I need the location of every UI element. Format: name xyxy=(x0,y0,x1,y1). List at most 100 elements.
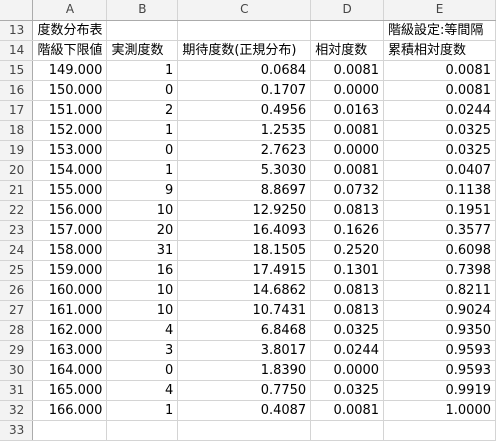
cell[interactable] xyxy=(106,420,179,441)
cell-b[interactable]: 31 xyxy=(106,240,179,261)
cell-e[interactable]: 0.6098 xyxy=(383,240,496,261)
row-header[interactable]: 17 xyxy=(0,100,34,121)
cell-b[interactable]: 1 xyxy=(106,120,179,141)
cell-header-expected[interactable]: 期待度数(正規分布) xyxy=(177,40,312,61)
row-header[interactable]: 18 xyxy=(0,120,34,141)
row-header[interactable]: 24 xyxy=(0,240,34,261)
row-header[interactable]: 33 xyxy=(0,420,34,441)
cell-b[interactable]: 1 xyxy=(106,60,179,81)
cell-b[interactable]: 3 xyxy=(106,340,179,361)
cell-e[interactable]: 0.3577 xyxy=(383,220,496,241)
cell-b[interactable]: 1 xyxy=(106,160,179,181)
cell-e[interactable]: 0.1951 xyxy=(383,200,496,221)
column-header-b[interactable]: B xyxy=(106,0,179,21)
cell-e[interactable]: 0.8211 xyxy=(383,280,496,301)
cell-d[interactable]: 0.0325 xyxy=(310,380,385,401)
cell-e[interactable]: 1.0000 xyxy=(383,400,496,421)
cell-e[interactable]: 0.0081 xyxy=(383,80,496,101)
cell[interactable] xyxy=(177,420,312,441)
cell-d[interactable]: 0.0081 xyxy=(310,60,385,81)
cell-c[interactable]: 12.9250 xyxy=(177,200,312,221)
cell-d[interactable]: 0.2520 xyxy=(310,240,385,261)
cell-c[interactable]: 1.2535 xyxy=(177,120,312,141)
cell-a[interactable]: 165.000 xyxy=(32,380,108,401)
column-header-a[interactable]: A xyxy=(32,0,108,21)
cell-header-lower-bound[interactable]: 階級下限値 xyxy=(32,40,108,61)
cell-a[interactable]: 158.000 xyxy=(32,240,108,261)
cell-c[interactable]: 1.8390 xyxy=(177,360,312,381)
cell-b[interactable]: 4 xyxy=(106,380,179,401)
row-header[interactable]: 19 xyxy=(0,140,34,161)
cell-a[interactable]: 151.000 xyxy=(32,100,108,121)
cell-b[interactable]: 10 xyxy=(106,280,179,301)
cell-d[interactable]: 0.0244 xyxy=(310,340,385,361)
cell-c[interactable]: 17.4915 xyxy=(177,260,312,281)
cell-c[interactable]: 16.4093 xyxy=(177,220,312,241)
select-all-corner[interactable] xyxy=(0,0,34,21)
cell-d[interactable]: 0.1301 xyxy=(310,260,385,281)
row-header[interactable]: 23 xyxy=(0,220,34,241)
cell-a[interactable]: 154.000 xyxy=(32,160,108,181)
cell[interactable] xyxy=(32,420,108,441)
cell-d[interactable]: 0.0813 xyxy=(310,200,385,221)
cell-a[interactable]: 159.000 xyxy=(32,260,108,281)
cell-e[interactable]: 0.0325 xyxy=(383,120,496,141)
cell-b[interactable]: 20 xyxy=(106,220,179,241)
cell-c[interactable]: 0.4087 xyxy=(177,400,312,421)
cell-a[interactable]: 150.000 xyxy=(32,80,108,101)
cell-c[interactable]: 6.8468 xyxy=(177,320,312,341)
row-header[interactable]: 31 xyxy=(0,380,34,401)
cell-e[interactable]: 0.9593 xyxy=(383,360,496,381)
cell-e[interactable]: 0.7398 xyxy=(383,260,496,281)
cell-e[interactable]: 0.9350 xyxy=(383,320,496,341)
column-header-c[interactable]: C xyxy=(177,0,312,21)
cell-c[interactable]: 2.7623 xyxy=(177,140,312,161)
cell-c[interactable]: 0.7750 xyxy=(177,380,312,401)
cell[interactable] xyxy=(310,420,385,441)
cell-c[interactable]: 8.8697 xyxy=(177,180,312,201)
cell-a[interactable]: 153.000 xyxy=(32,140,108,161)
cell-a[interactable]: 162.000 xyxy=(32,320,108,341)
cell-e[interactable]: 0.0325 xyxy=(383,140,496,161)
cell-c[interactable]: 14.6862 xyxy=(177,280,312,301)
cell-c[interactable]: 0.1707 xyxy=(177,80,312,101)
cell-d[interactable]: 0.0081 xyxy=(310,120,385,141)
cell-c[interactable]: 5.3030 xyxy=(177,160,312,181)
cell-d[interactable]: 0.0813 xyxy=(310,300,385,321)
cell-a[interactable]: 152.000 xyxy=(32,120,108,141)
cell-d[interactable]: 0.0081 xyxy=(310,400,385,421)
cell-c[interactable]: 10.7431 xyxy=(177,300,312,321)
row-header[interactable]: 25 xyxy=(0,260,34,281)
cell-a[interactable]: 155.000 xyxy=(32,180,108,201)
cell-b[interactable]: 10 xyxy=(106,200,179,221)
cell-d[interactable]: 0.0732 xyxy=(310,180,385,201)
row-header[interactable]: 20 xyxy=(0,160,34,181)
cell-d[interactable]: 0.0000 xyxy=(310,360,385,381)
cell-b[interactable]: 10 xyxy=(106,300,179,321)
row-header[interactable]: 13 xyxy=(0,20,34,41)
cell[interactable] xyxy=(177,20,312,41)
cell-b[interactable]: 0 xyxy=(106,140,179,161)
cell-c[interactable]: 0.0684 xyxy=(177,60,312,81)
row-header[interactable]: 27 xyxy=(0,300,34,321)
cell-b[interactable]: 4 xyxy=(106,320,179,341)
cell-b[interactable]: 1 xyxy=(106,400,179,421)
row-header[interactable]: 15 xyxy=(0,60,34,81)
cell-e[interactable]: 0.9593 xyxy=(383,340,496,361)
cell-e[interactable]: 0.0244 xyxy=(383,100,496,121)
cell-a[interactable]: 160.000 xyxy=(32,280,108,301)
row-header[interactable]: 14 xyxy=(0,40,34,61)
cell-b[interactable]: 9 xyxy=(106,180,179,201)
cell-c[interactable]: 0.4956 xyxy=(177,100,312,121)
cell-title[interactable]: 度数分布表 xyxy=(32,20,108,41)
cell-header-cumulative[interactable]: 累積相対度数 xyxy=(383,40,496,61)
column-header-d[interactable]: D xyxy=(310,0,385,21)
cell-d[interactable]: 0.0813 xyxy=(310,280,385,301)
cell-e[interactable]: 0.9919 xyxy=(383,380,496,401)
cell-d[interactable]: 0.0325 xyxy=(310,320,385,341)
column-header-e[interactable]: E xyxy=(383,0,496,21)
cell-d[interactable]: 0.1626 xyxy=(310,220,385,241)
cell-class-setting[interactable]: 階級設定:等間隔 xyxy=(383,20,496,41)
row-header[interactable]: 16 xyxy=(0,80,34,101)
cell-e[interactable]: 0.0081 xyxy=(383,60,496,81)
